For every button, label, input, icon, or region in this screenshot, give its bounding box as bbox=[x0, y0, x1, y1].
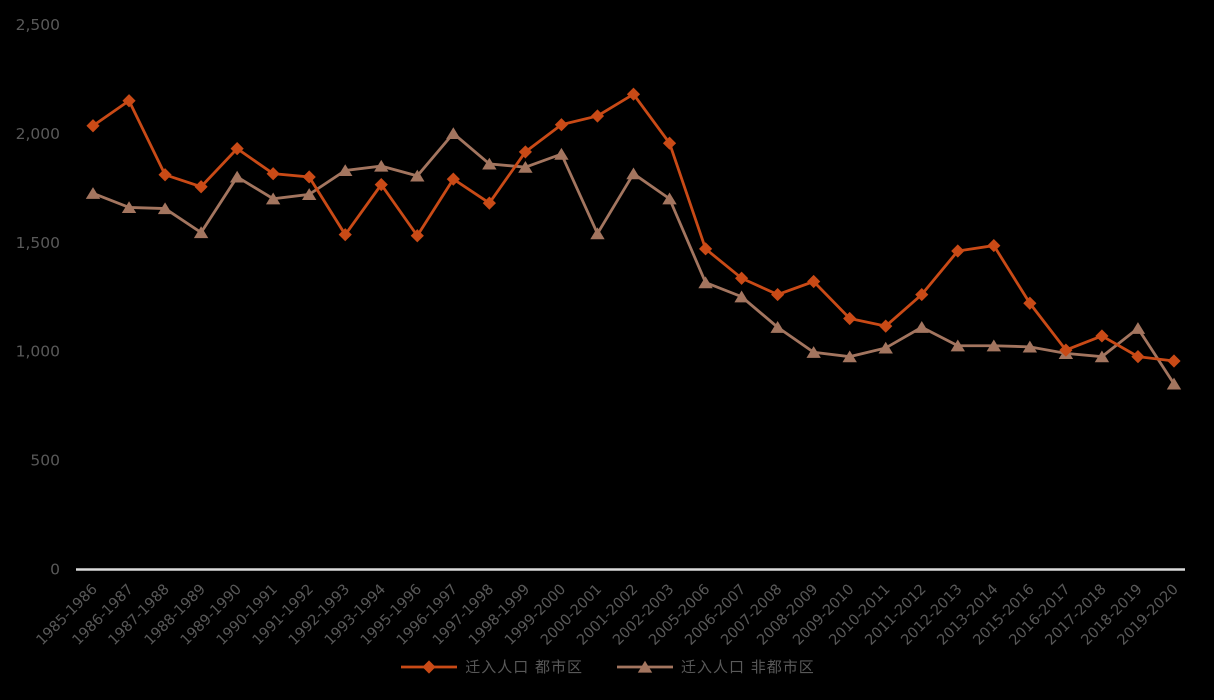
data-point-marker bbox=[518, 145, 532, 159]
data-point-marker bbox=[915, 287, 929, 302]
data-point-marker bbox=[482, 196, 496, 210]
data-point-marker bbox=[86, 119, 100, 133]
data-point-marker bbox=[734, 290, 749, 303]
data-point-marker bbox=[265, 192, 281, 205]
data-point-marker bbox=[122, 94, 136, 108]
data-point-marker bbox=[338, 228, 352, 242]
data-point-marker bbox=[1022, 340, 1038, 353]
data-point-marker bbox=[734, 271, 749, 285]
data-point-marker bbox=[879, 319, 893, 333]
data-point-marker bbox=[590, 227, 605, 240]
data-point-marker bbox=[770, 321, 785, 333]
series-0 bbox=[86, 87, 1181, 368]
data-point-marker bbox=[446, 127, 461, 139]
series-line bbox=[92, 92, 1175, 363]
data-point-marker bbox=[1023, 296, 1037, 310]
data-point-marker bbox=[771, 287, 785, 302]
data-point-marker bbox=[518, 160, 533, 173]
data-point-marker bbox=[626, 87, 641, 101]
data-point-marker bbox=[338, 164, 353, 177]
data-point-marker bbox=[410, 169, 425, 182]
chart-legend: 迁入人口 都市区 迁入人口 非都市区 bbox=[0, 656, 1214, 677]
data-point-marker bbox=[229, 170, 245, 183]
data-point-marker bbox=[554, 118, 569, 132]
legend-diamond-marker-icon bbox=[401, 659, 458, 674]
data-point-marker bbox=[950, 339, 965, 352]
data-point-marker bbox=[1095, 329, 1109, 343]
data-point-marker bbox=[951, 244, 965, 258]
data-point-marker bbox=[698, 242, 713, 256]
data-point-marker bbox=[121, 201, 137, 214]
data-point-marker bbox=[193, 226, 209, 239]
data-point-marker bbox=[842, 350, 857, 363]
data-point-marker bbox=[1166, 377, 1182, 390]
data-point-marker bbox=[914, 321, 929, 333]
data-point-marker bbox=[230, 142, 244, 156]
data-point-marker bbox=[446, 172, 460, 186]
data-point-marker bbox=[1094, 350, 1110, 363]
legend-item-nonmetro: 迁入人口 非都市区 bbox=[615, 656, 815, 677]
y-axis-tick-label: 2,000 bbox=[16, 125, 60, 143]
data-point-marker bbox=[626, 167, 641, 180]
data-point-marker bbox=[302, 170, 316, 184]
data-point-marker bbox=[157, 202, 173, 215]
data-point-marker bbox=[878, 341, 893, 354]
legend-label-nonmetro: 迁入人口 非都市区 bbox=[681, 658, 815, 676]
data-point-marker bbox=[806, 346, 821, 358]
data-point-marker bbox=[482, 157, 497, 170]
data-point-marker bbox=[194, 180, 208, 194]
data-point-marker bbox=[85, 187, 101, 199]
data-point-marker bbox=[410, 229, 424, 243]
y-axis-tick-label: 1,000 bbox=[16, 343, 60, 361]
data-point-marker bbox=[1131, 350, 1145, 364]
data-point-marker bbox=[374, 177, 388, 192]
data-point-marker bbox=[266, 167, 280, 181]
data-point-marker bbox=[843, 311, 857, 326]
data-point-marker bbox=[374, 159, 389, 172]
y-axis-tick-label: 500 bbox=[30, 452, 60, 470]
data-point-marker bbox=[301, 188, 317, 200]
data-point-marker bbox=[807, 274, 821, 289]
y-axis-tick-label: 2,500 bbox=[16, 16, 60, 34]
data-point-marker bbox=[662, 136, 677, 150]
data-point-marker bbox=[158, 168, 172, 182]
legend-label-metro: 迁入人口 都市区 bbox=[465, 658, 583, 676]
data-point-marker bbox=[987, 238, 1001, 253]
y-axis-tick-label: 0 bbox=[50, 561, 60, 579]
data-point-marker bbox=[698, 276, 713, 289]
data-point-marker bbox=[1130, 322, 1146, 334]
y-axis-tick-label: 1,500 bbox=[16, 234, 60, 252]
legend-triangle-marker-icon bbox=[617, 660, 673, 673]
data-point-marker bbox=[1059, 343, 1073, 357]
legend-item-metro: 迁入人口 都市区 bbox=[399, 656, 583, 677]
series-1 bbox=[85, 127, 1182, 390]
data-point-marker bbox=[554, 147, 569, 160]
data-point-marker bbox=[662, 192, 677, 205]
data-point-marker bbox=[1167, 354, 1181, 368]
data-point-marker bbox=[590, 109, 605, 123]
chart-canvas: 05001,0001,5002,0002,5001985-19861986-19… bbox=[16, 16, 1185, 649]
data-point-marker bbox=[986, 339, 1002, 352]
